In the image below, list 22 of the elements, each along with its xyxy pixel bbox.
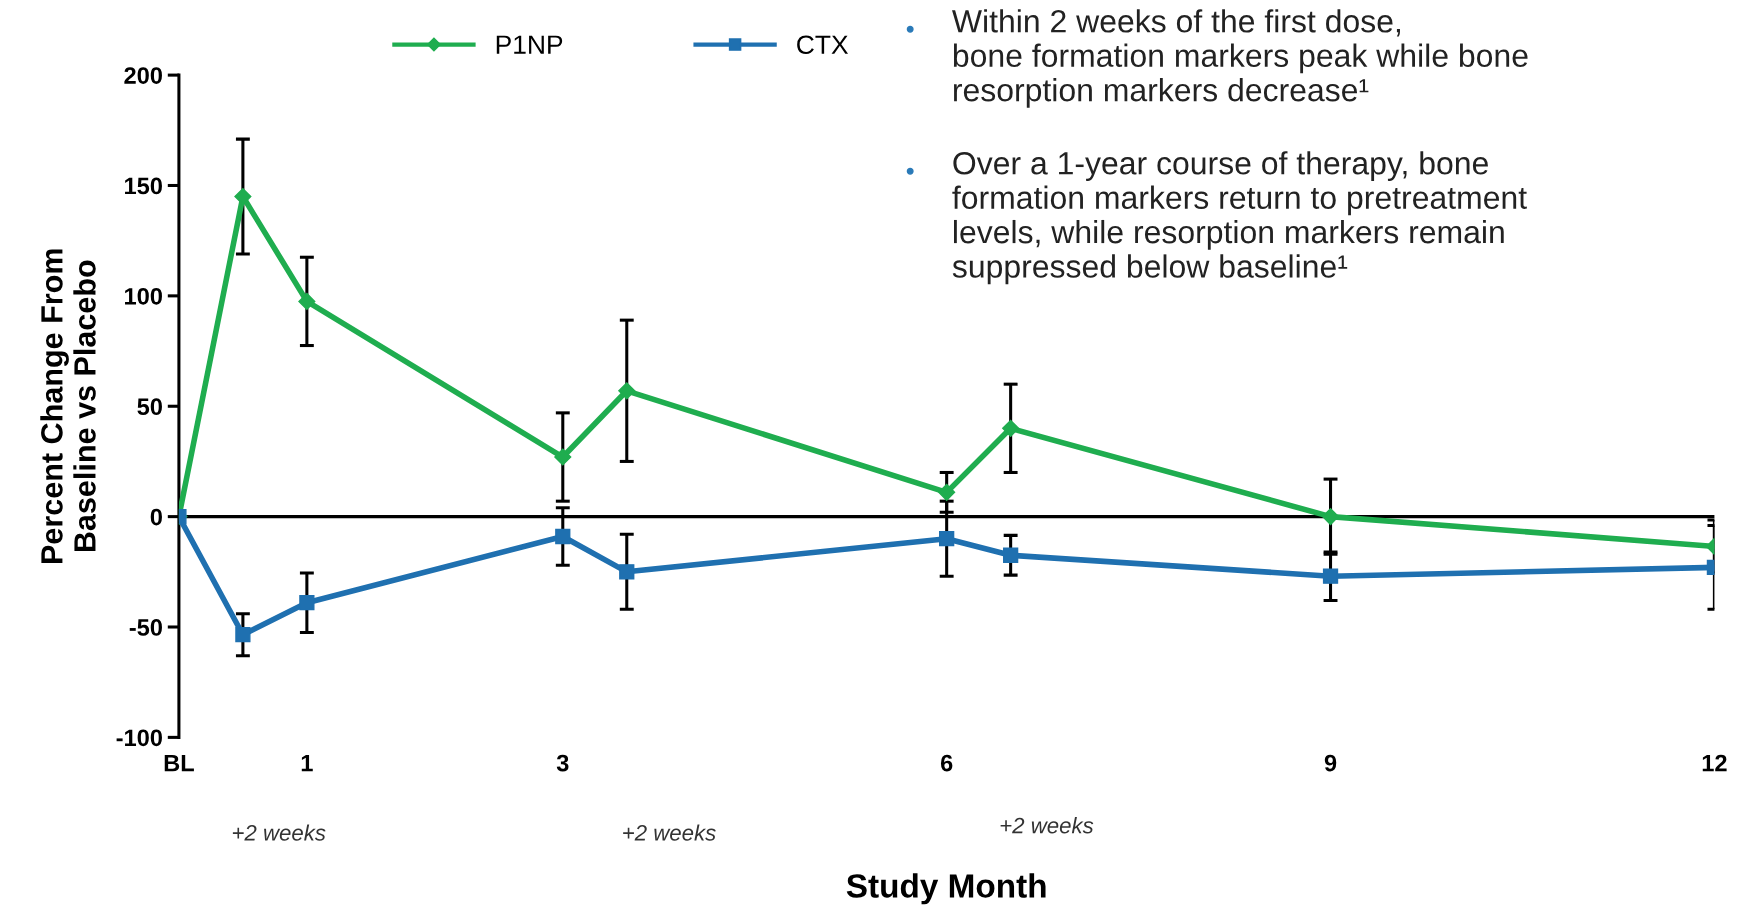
y-axis-title: Percent Change From Baseline vs Placebo	[40, 249, 96, 563]
x-tick-label: 1	[301, 754, 313, 772]
annotation: Over a 1-year course of therapy, bone formation markers return to pretreatment levels, while resorption markers remain suppressed below baseline¹	[952, 151, 1527, 285]
legend-label: P1NP	[496, 35, 563, 54]
annotation: Within 2 weeks of the first dose, bone formation markers peak while bone resorption markers decrease¹	[952, 9, 1528, 108]
text: +2 weeks	[232, 824, 326, 841]
y-tick-label: 100	[125, 287, 162, 305]
y-tick-label: 50	[137, 398, 162, 416]
x-tick-label: 3	[556, 754, 569, 772]
x-tick-label: 12	[1702, 754, 1727, 772]
y-tick-label: -50	[129, 619, 162, 636]
y-tick-label: 150	[125, 177, 162, 195]
x-tick-label: BL	[164, 754, 194, 772]
x-tick-label: 9	[1324, 754, 1337, 772]
y-tick-label: 200	[124, 67, 162, 84]
x-axis-title: Study Month	[846, 873, 1046, 905]
y-tick-label: 0	[150, 508, 162, 526]
text: +2 weeks	[1000, 817, 1094, 834]
x-tick-label: 6	[940, 754, 953, 772]
y-tick-label: -100	[116, 729, 162, 747]
text: +2 weeks	[623, 824, 716, 841]
legend-label: CTX	[797, 35, 849, 55]
